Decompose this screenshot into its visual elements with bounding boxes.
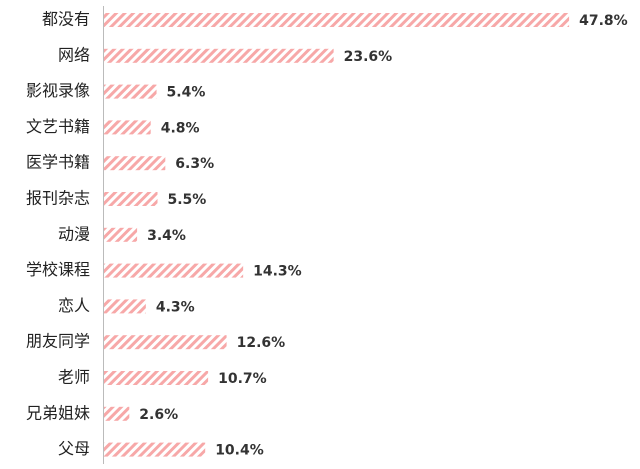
value-label: 3.4%	[147, 228, 186, 244]
value-label: 4.3%	[156, 299, 195, 315]
category-label: 兄弟姐妹	[26, 403, 90, 422]
category-label: 报刊杂志	[26, 189, 90, 208]
value-label: 4.8%	[161, 120, 200, 136]
bar	[104, 156, 166, 171]
value-label: 10.7%	[218, 371, 267, 387]
category-label: 学校课程	[26, 260, 90, 279]
value-label: 5.4%	[167, 85, 206, 101]
value-label: 6.3%	[175, 156, 214, 172]
bar	[104, 299, 146, 314]
value-label: 12.6%	[237, 335, 286, 351]
bar	[104, 442, 206, 457]
category-label: 网络	[58, 45, 90, 64]
category-label: 恋人	[58, 296, 90, 315]
category-label: 文艺书籍	[26, 117, 90, 136]
category-label: 老师	[58, 368, 90, 387]
bar	[104, 120, 151, 135]
bar	[104, 335, 227, 350]
bar	[104, 13, 570, 27]
bar	[104, 84, 157, 99]
bar	[104, 371, 209, 385]
category-label: 都没有	[42, 10, 90, 29]
value-label: 2.6%	[139, 407, 178, 423]
value-label: 10.4%	[215, 443, 264, 459]
bar	[104, 48, 334, 63]
category-label: 动漫	[58, 224, 90, 243]
value-label: 23.6%	[344, 49, 393, 65]
category-label: 父母	[58, 439, 90, 458]
bar	[104, 406, 130, 421]
value-label: 47.8%	[579, 13, 628, 29]
category-label: 影视录像	[26, 81, 90, 100]
bar	[104, 263, 244, 278]
bar	[104, 227, 138, 242]
value-label: 14.3%	[253, 264, 302, 280]
category-label: 朋友同学	[26, 332, 90, 351]
category-label: 医学书籍	[26, 153, 90, 172]
value-label: 5.5%	[168, 192, 207, 208]
bar	[104, 192, 158, 206]
